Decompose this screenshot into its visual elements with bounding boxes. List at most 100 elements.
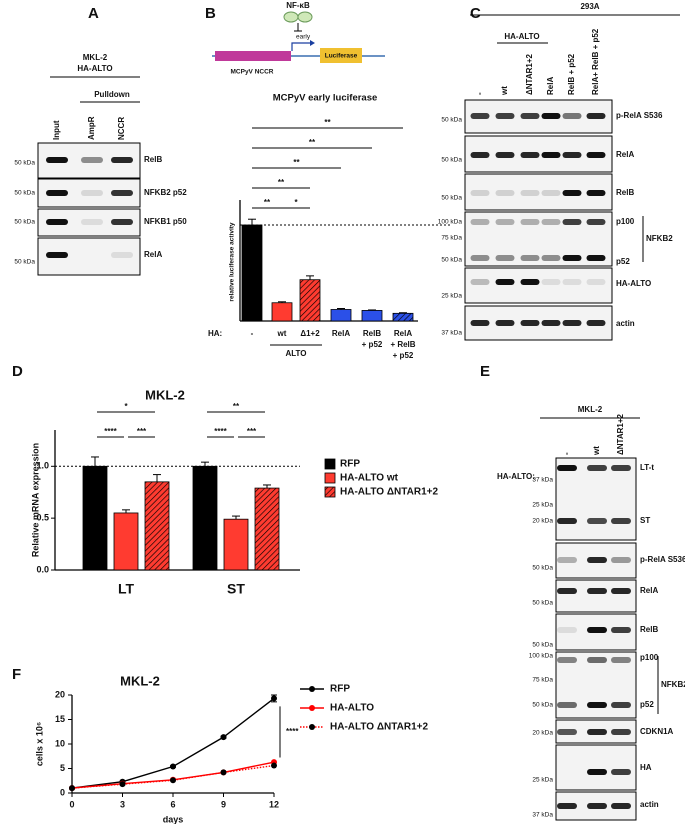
band: [557, 657, 577, 663]
row-label: p-RelA S536: [640, 555, 685, 564]
band: [111, 190, 133, 196]
legend-marker: [309, 686, 315, 692]
significance-label: ****: [214, 427, 227, 436]
arrow-head: [310, 40, 315, 46]
y-tick-label: 1.0: [36, 461, 49, 471]
size-marker: 50 kDa: [532, 600, 553, 607]
region-label: MCPyV NCCR: [231, 69, 274, 76]
band: [611, 557, 631, 563]
size-marker: 37 kDa: [532, 477, 553, 484]
x-tick-label: + p52: [362, 340, 383, 349]
x-tick-label: wt: [277, 329, 287, 338]
factor-label: NF-κB: [286, 1, 310, 10]
band: [46, 157, 68, 163]
size-marker: 50 kDa: [14, 219, 35, 226]
band: [495, 279, 515, 285]
row-label: LT-t: [640, 463, 654, 472]
x-tick-label: RelA: [394, 329, 412, 338]
significance-label: **: [278, 178, 285, 187]
band: [587, 803, 607, 809]
size-marker: 37 kDa: [441, 330, 462, 337]
band: [470, 152, 490, 158]
bar: [361, 310, 383, 322]
band: [541, 219, 561, 225]
row-label: HA-ALTO: [616, 279, 651, 288]
row-label: RelA: [144, 250, 162, 259]
x-tick-label: RelB: [363, 329, 381, 338]
dimer: [283, 11, 299, 23]
lane-label: Input: [52, 120, 61, 140]
nccr: [215, 51, 291, 61]
y-axis-label: Relative mRNA expression: [30, 443, 40, 557]
band: [586, 152, 606, 158]
band: [587, 657, 607, 663]
x-tick-label: RelA: [332, 329, 350, 338]
lane-label: ΔNTAR1+2: [616, 414, 625, 455]
size-marker: 50 kDa: [441, 117, 462, 124]
significance-label: **: [324, 118, 331, 127]
legend-swatch: [324, 486, 336, 498]
point: [271, 762, 277, 769]
x-tick-label: 6: [170, 799, 175, 809]
band: [541, 279, 561, 285]
band: [520, 279, 540, 285]
band: [520, 190, 540, 196]
band: [495, 190, 515, 196]
size-marker: 20 kDa: [532, 730, 553, 737]
row-label: RelA: [616, 150, 634, 159]
y-tick-label: 5: [60, 763, 65, 773]
band: [611, 657, 631, 663]
x-tick-label: + p52: [393, 351, 414, 360]
band: [470, 190, 490, 196]
blot-frame: [555, 744, 637, 791]
panel-label: D: [12, 363, 23, 380]
bar: [113, 512, 139, 571]
significance-label: *: [124, 402, 128, 411]
size-marker: 50 kDa: [532, 565, 553, 572]
band: [520, 320, 540, 326]
band: [470, 219, 490, 225]
significance-label: **: [264, 198, 271, 207]
band: [541, 152, 561, 158]
dimer: [297, 11, 313, 23]
band: [111, 157, 133, 163]
band: [541, 320, 561, 326]
band: [81, 157, 103, 163]
row-label: p52: [616, 257, 630, 266]
size-marker: 75 kDa: [532, 677, 553, 684]
series-line: [71, 764, 275, 789]
row-label: actin: [640, 800, 659, 809]
size-marker: 20 kDa: [532, 518, 553, 525]
band: [470, 279, 490, 285]
row-label: p-RelA S536: [616, 111, 663, 120]
row-label: RelB: [640, 625, 658, 634]
blot-title: HA-ALTO: [77, 64, 112, 73]
blot-frame: [555, 579, 637, 613]
bar: [271, 302, 293, 322]
y-tick-label: 15: [55, 714, 65, 724]
size-marker: 25 kDa: [532, 777, 553, 784]
band: [611, 518, 631, 524]
lane-label: ΔNTAR1+2: [525, 54, 534, 95]
band: [587, 518, 607, 524]
lane-group-label: HA-ALTO: [504, 32, 539, 41]
legend-swatch: [324, 458, 336, 470]
band: [557, 465, 577, 471]
blot-title: MKL-2: [83, 53, 108, 62]
point: [220, 734, 227, 741]
lane-label: wt: [500, 86, 509, 96]
size-marker: 100 kDa: [529, 653, 554, 660]
point: [170, 777, 176, 784]
band: [520, 255, 540, 261]
size-marker: 50 kDa: [532, 702, 553, 709]
band: [470, 255, 490, 261]
band: [611, 465, 631, 471]
band: [562, 113, 582, 119]
bar: [144, 481, 170, 571]
band: [520, 219, 540, 225]
band: [586, 279, 606, 285]
band: [111, 219, 133, 225]
bar: [330, 309, 352, 322]
significance-label: ***: [137, 427, 147, 436]
band: [587, 557, 607, 563]
